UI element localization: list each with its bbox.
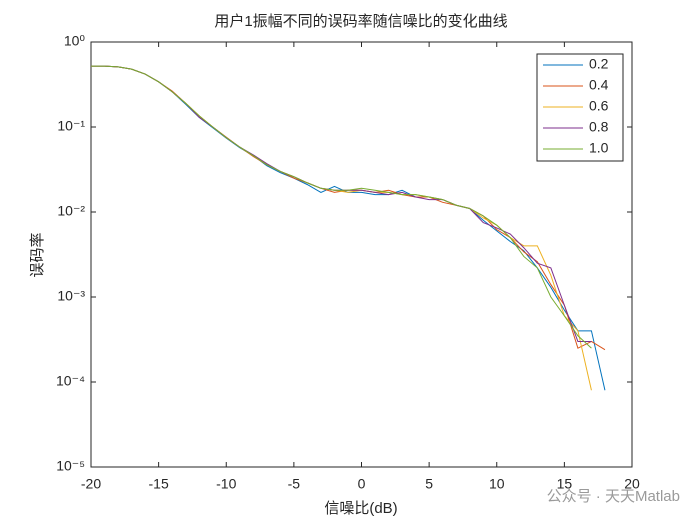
legend-label: 0.6: [589, 98, 609, 114]
x-tick-label: -15: [149, 476, 169, 492]
y-axis-label: 误码率: [29, 232, 46, 277]
y-tick-label: 10⁰: [64, 33, 86, 49]
y-tick-label: 10⁻⁵: [56, 458, 85, 474]
x-axis-label: 信噪比(dB): [324, 500, 397, 517]
line-series: [91, 65, 592, 349]
x-tick-label: 5: [425, 476, 433, 492]
legend-label: 0.2: [589, 56, 609, 72]
x-tick-label: 15: [557, 476, 573, 492]
legend-label: 0.4: [589, 77, 609, 93]
x-tick-label: 20: [624, 476, 640, 492]
legend-label: 0.8: [589, 119, 609, 135]
x-tick-label: 10: [489, 476, 505, 492]
x-tick-label: -20: [81, 476, 101, 492]
legend-label: 1.0: [589, 140, 609, 156]
x-tick-label: -5: [288, 476, 301, 492]
y-tick-label: 10⁻¹: [57, 118, 85, 134]
y-tick-label: 10⁻⁴: [56, 373, 85, 389]
y-tick-label: 10⁻²: [57, 203, 85, 219]
x-tick-label: -10: [216, 476, 236, 492]
chart-title: 用户1振幅不同的误码率随信噪比的变化曲线: [214, 13, 507, 30]
watermark: 公众号 · 天天Matlab: [547, 488, 680, 505]
x-tick-label: 0: [358, 476, 366, 492]
y-tick-label: 10⁻³: [57, 288, 85, 304]
